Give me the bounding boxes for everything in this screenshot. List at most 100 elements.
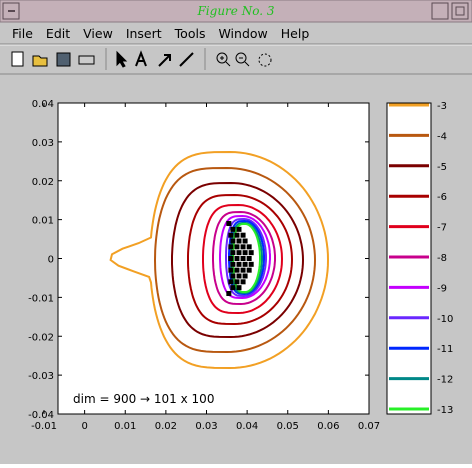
legend-label: -6 <box>437 192 447 203</box>
data-point <box>242 261 248 267</box>
legend-label: -3 <box>437 101 447 112</box>
data-point <box>248 261 254 267</box>
data-point <box>240 232 246 238</box>
open-icon[interactable] <box>32 55 48 67</box>
y-tick-label: -0.03 <box>28 371 54 382</box>
data-point <box>246 267 252 273</box>
menu-item[interactable]: Edit <box>46 26 70 41</box>
legend-label: -11 <box>437 344 453 355</box>
line-icon[interactable] <box>179 52 194 67</box>
data-point <box>230 226 236 232</box>
maximize-button[interactable] <box>451 2 469 20</box>
contour-line <box>212 210 276 306</box>
y-tick-label: -0.01 <box>28 293 54 304</box>
data-point <box>248 250 254 256</box>
minimize-button[interactable] <box>431 2 449 20</box>
annotation: dim = 900 → 101 x 100 <box>73 392 214 406</box>
data-point <box>230 238 236 244</box>
data-point <box>246 244 252 250</box>
menu-item[interactable]: Window <box>218 26 267 41</box>
plot <box>109 150 330 370</box>
data-point <box>228 232 234 238</box>
data-point <box>246 256 252 261</box>
data-point <box>228 267 234 273</box>
x-tick-label: 0.03 <box>195 421 217 432</box>
print-icon[interactable] <box>78 55 95 65</box>
data-point <box>236 273 242 279</box>
data-point <box>234 244 240 250</box>
data-point <box>230 250 236 256</box>
contour-line <box>202 203 284 315</box>
menu-item[interactable]: Tools <box>174 26 206 41</box>
data-point <box>242 238 248 244</box>
data-point <box>236 226 242 232</box>
legend-label: -4 <box>437 131 447 142</box>
menu-item[interactable]: View <box>83 26 113 41</box>
y-tick-label: 0.03 <box>32 138 54 149</box>
contour-line <box>153 166 317 354</box>
maximize-icon <box>455 6 465 16</box>
data-point <box>242 273 248 279</box>
y-tick-label: 0 <box>48 255 54 266</box>
data-point <box>234 267 240 273</box>
data-point <box>236 285 242 291</box>
select-icon[interactable] <box>116 50 128 68</box>
x-tick-label: 0.05 <box>277 421 299 432</box>
window-title: Figure No. 3 <box>196 4 274 18</box>
data-point <box>236 238 242 244</box>
y-tick-label: 0.02 <box>32 177 54 188</box>
menu-item[interactable]: Help <box>281 26 310 41</box>
contour-line <box>187 193 294 326</box>
rotate-icon[interactable] <box>258 53 272 67</box>
y-tick-label: -0.02 <box>28 332 54 343</box>
window-menu-icon <box>8 10 15 12</box>
data-point <box>236 250 242 256</box>
legend-label: -13 <box>437 405 453 416</box>
legend-label: -12 <box>437 375 453 386</box>
x-tick-label: -0.01 <box>31 421 57 432</box>
data-point <box>228 279 234 285</box>
data-point <box>226 221 232 227</box>
data-point <box>242 250 248 256</box>
contour-line <box>171 181 305 339</box>
x-tick-label: 0.06 <box>317 421 339 432</box>
legend-label: -10 <box>437 314 453 325</box>
data-point <box>240 267 246 273</box>
data-point <box>234 279 240 285</box>
data-point <box>230 273 236 279</box>
text-icon[interactable] <box>135 50 147 67</box>
data-point <box>228 256 234 261</box>
x-tick-label: 0 <box>81 421 87 432</box>
toolbar <box>11 48 272 70</box>
legend-label: -5 <box>437 162 447 173</box>
menu-item[interactable]: File <box>12 26 33 41</box>
new-icon[interactable] <box>11 51 24 67</box>
y-tick-label: 0.01 <box>32 216 54 227</box>
x-tick-label: 0.02 <box>155 421 177 432</box>
y-tick-label: -0.04 <box>28 410 54 421</box>
data-point <box>240 244 246 250</box>
contour-line <box>219 214 271 300</box>
data-point <box>234 256 240 261</box>
y-tick-label: 0.04 <box>32 99 54 110</box>
legend-label: -8 <box>437 253 447 264</box>
zoom-out-icon[interactable] <box>235 52 247 64</box>
x-tick-label: 0.01 <box>114 421 136 432</box>
data-point <box>240 256 246 261</box>
x-tick-label: 0.04 <box>236 421 258 432</box>
data-point <box>234 232 240 238</box>
zoom-in-icon[interactable] <box>216 52 228 64</box>
legend-label: -7 <box>437 223 447 234</box>
data-point <box>240 279 246 285</box>
menu-item[interactable]: Insert <box>126 26 162 41</box>
data-point <box>230 285 236 291</box>
data-point <box>226 290 232 296</box>
contour-line <box>109 150 330 370</box>
contour-line <box>225 217 267 298</box>
arrow-icon[interactable] <box>158 54 171 67</box>
data-point <box>228 244 234 250</box>
data-point <box>230 261 236 267</box>
save-icon[interactable] <box>56 52 71 67</box>
